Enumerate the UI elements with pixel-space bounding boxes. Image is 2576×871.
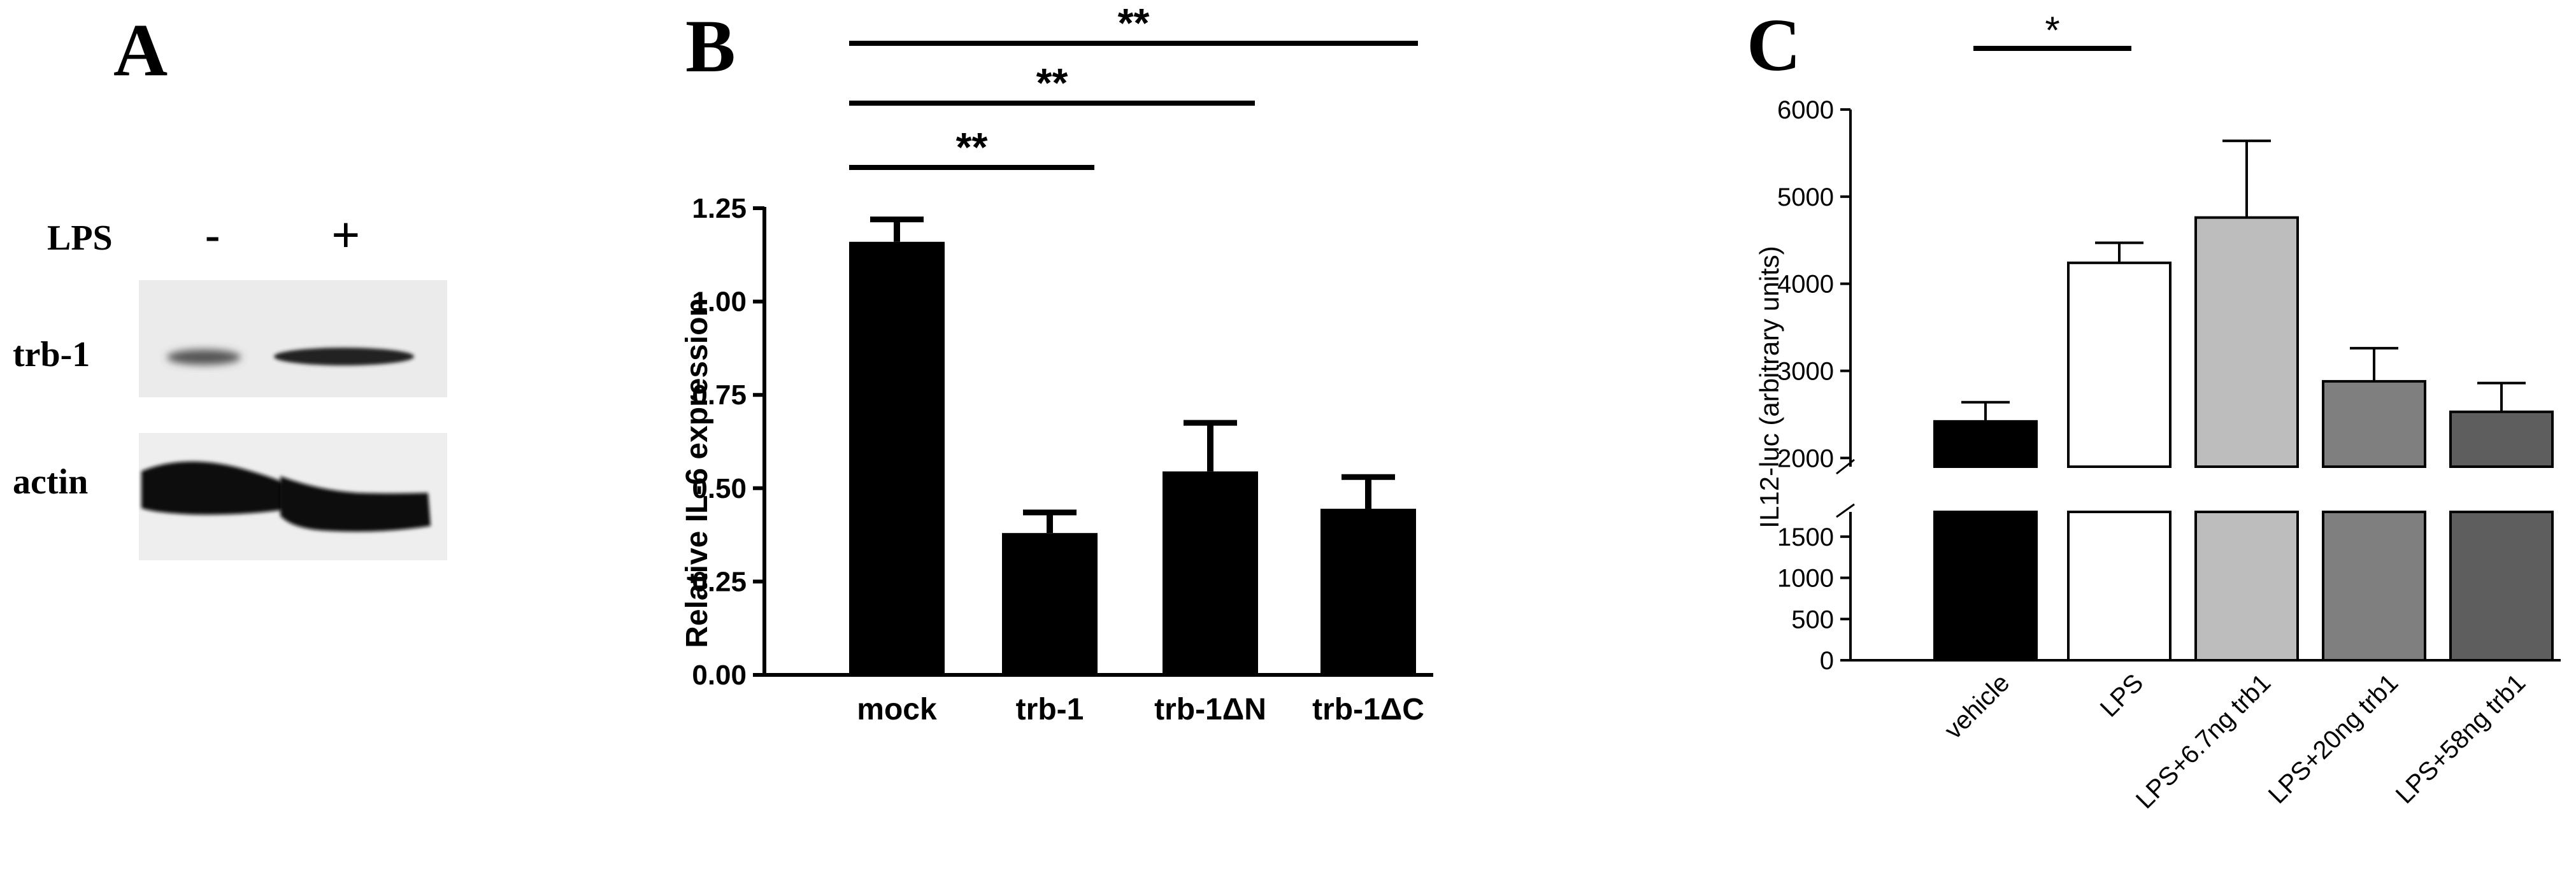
panel-c-x-tick-label: LPS: [2095, 669, 2149, 723]
panel-c-y-tick-label: 1000: [1777, 565, 1834, 593]
actin-label: actin: [13, 462, 88, 502]
panel-b-significance-label: **: [1118, 0, 1150, 46]
panel-c-bar-lower: [2067, 511, 2172, 662]
panel-b-x-tick-label: trb-1ΔN: [1154, 693, 1266, 726]
panel-b-bar: [1320, 509, 1416, 675]
panel-c-x-tick-label: LPS+6.7ng trb1: [2131, 669, 2276, 814]
panel-b-letter: B: [685, 4, 736, 88]
panel-c-x-tick-label: LPS+58ng trb1: [2391, 669, 2531, 809]
panel-c-bar-lower: [1933, 511, 2038, 662]
panel-b-y-tick-label: 0.50: [692, 473, 747, 504]
actin-band-plus: [280, 476, 431, 532]
panel-a-letter: A: [113, 8, 168, 92]
lane-minus-label: -: [205, 211, 220, 260]
panel-b-chart: B Relative IL-6 expression 0.00 0.25 0.50 0…: [680, 0, 1433, 726]
panel-c-bar-upper: [2449, 410, 2554, 468]
panel-b-y-tick-label: 0.00: [692, 660, 747, 691]
trb1-band-plus: [274, 348, 414, 365]
panel-b-bar: [1163, 471, 1258, 675]
panel-b-y-tick-label: 1.00: [692, 287, 747, 318]
panel-c-significance-label: *: [2045, 9, 2059, 52]
panel-b-y-tick-label: 0.75: [692, 379, 747, 411]
panel-c-y-tick-label: 5000: [1777, 183, 1834, 211]
panel-b-x-tick-label: trb-1: [1016, 693, 1084, 726]
blot-actin: [139, 433, 447, 560]
panel-b-ylabel: Relative IL-6 expression: [680, 298, 714, 648]
panel-b-bar: [1002, 533, 1098, 675]
panel-b-y-tick-label: 1.25: [692, 193, 747, 224]
panel-a: A LPS - + trb-1 actin: [13, 8, 447, 560]
panel-b-bar: [849, 241, 945, 675]
panel-b-x-tick-label: trb-1ΔC: [1312, 693, 1424, 726]
blot-trb1-membrane: [139, 280, 447, 397]
panel-c-y-tick-label: 3000: [1777, 357, 1834, 385]
blot-trb1: [139, 280, 447, 397]
trb1-label: trb-1: [13, 335, 90, 374]
panel-c-y-tick-label: 500: [1791, 605, 1834, 634]
panel-c-y-tick-label: 2000: [1777, 444, 1834, 472]
panel-c-chart: C IL12-luc (arbitrary units) 2000 3000 400…: [1747, 3, 2561, 814]
panel-c-y-tick-label: 4000: [1777, 271, 1834, 299]
lane-plus-label: +: [331, 208, 361, 264]
panel-c-bar-upper: [2067, 261, 2172, 468]
panel-c-letter: C: [1747, 3, 1801, 87]
panel-c-y-tick-label: 0: [1820, 647, 1834, 675]
lps-label: LPS: [47, 218, 113, 258]
panel-c-y-tick-label: 6000: [1777, 96, 1834, 124]
panel-c-bar-lower: [2194, 511, 2299, 662]
panel-c-axis-break-mark: [1836, 503, 1855, 518]
panel-c-bar-upper: [1933, 420, 2038, 468]
trb1-band-minus: [167, 350, 241, 365]
panel-c-x-tick-label: vehicle: [1939, 669, 2015, 744]
panel-b-significance-label: **: [1036, 60, 1068, 106]
panel-b-significance-label: **: [956, 124, 988, 170]
panel-b-x-tick-label: mock: [857, 693, 937, 726]
actin-band-minus: [141, 461, 287, 515]
panel-c-bar-upper: [2322, 379, 2426, 468]
panel-c-bar-lower: [2449, 511, 2554, 662]
panel-c-x-tick-label: LPS+20ng trb1: [2263, 669, 2404, 809]
panel-c-bar-upper: [2194, 216, 2299, 468]
panel-b-y-tick-label: 0.25: [692, 566, 747, 597]
panel-c-y-tick-label: 1500: [1777, 523, 1834, 551]
panel-c-bar-lower: [2322, 511, 2426, 662]
panel-c-axis-break-mark: [1836, 458, 1855, 475]
panel-c-ylabel: IL12-luc (arbitrary units): [1754, 246, 1784, 528]
